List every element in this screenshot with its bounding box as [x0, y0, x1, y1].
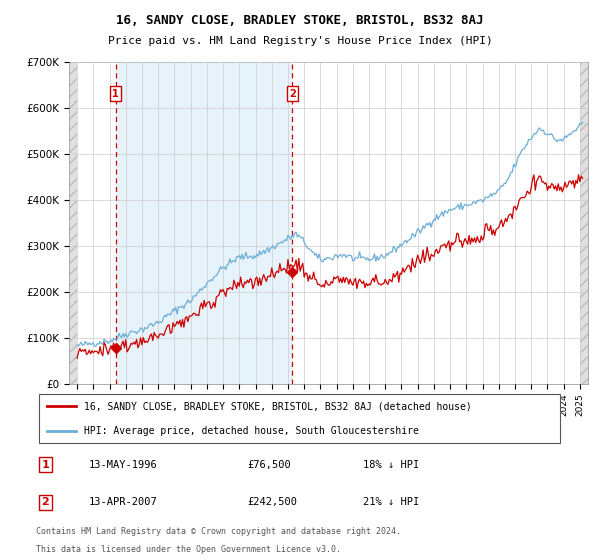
- Text: 2: 2: [41, 497, 49, 507]
- Bar: [69, 62, 77, 384]
- Bar: [580, 62, 596, 384]
- Bar: [116, 62, 292, 384]
- Text: 16, SANDY CLOSE, BRADLEY STOKE, BRISTOL, BS32 8AJ (detached house): 16, SANDY CLOSE, BRADLEY STOKE, BRISTOL,…: [83, 402, 471, 412]
- Text: Price paid vs. HM Land Registry's House Price Index (HPI): Price paid vs. HM Land Registry's House …: [107, 36, 493, 46]
- Text: 16, SANDY CLOSE, BRADLEY STOKE, BRISTOL, BS32 8AJ: 16, SANDY CLOSE, BRADLEY STOKE, BRISTOL,…: [116, 14, 484, 27]
- Text: This data is licensed under the Open Government Licence v3.0.: This data is licensed under the Open Gov…: [36, 545, 341, 554]
- Text: Contains HM Land Registry data © Crown copyright and database right 2024.: Contains HM Land Registry data © Crown c…: [36, 528, 401, 536]
- Text: 18% ↓ HPI: 18% ↓ HPI: [364, 460, 419, 470]
- Text: 2: 2: [289, 89, 296, 99]
- Text: 1: 1: [41, 460, 49, 470]
- Text: 13-APR-2007: 13-APR-2007: [89, 497, 158, 507]
- FancyBboxPatch shape: [38, 394, 560, 443]
- Text: £242,500: £242,500: [247, 497, 297, 507]
- Text: HPI: Average price, detached house, South Gloucestershire: HPI: Average price, detached house, Sout…: [83, 426, 418, 436]
- Text: 21% ↓ HPI: 21% ↓ HPI: [364, 497, 419, 507]
- Text: 13-MAY-1996: 13-MAY-1996: [89, 460, 158, 470]
- Text: 1: 1: [112, 89, 119, 99]
- Text: £76,500: £76,500: [247, 460, 291, 470]
